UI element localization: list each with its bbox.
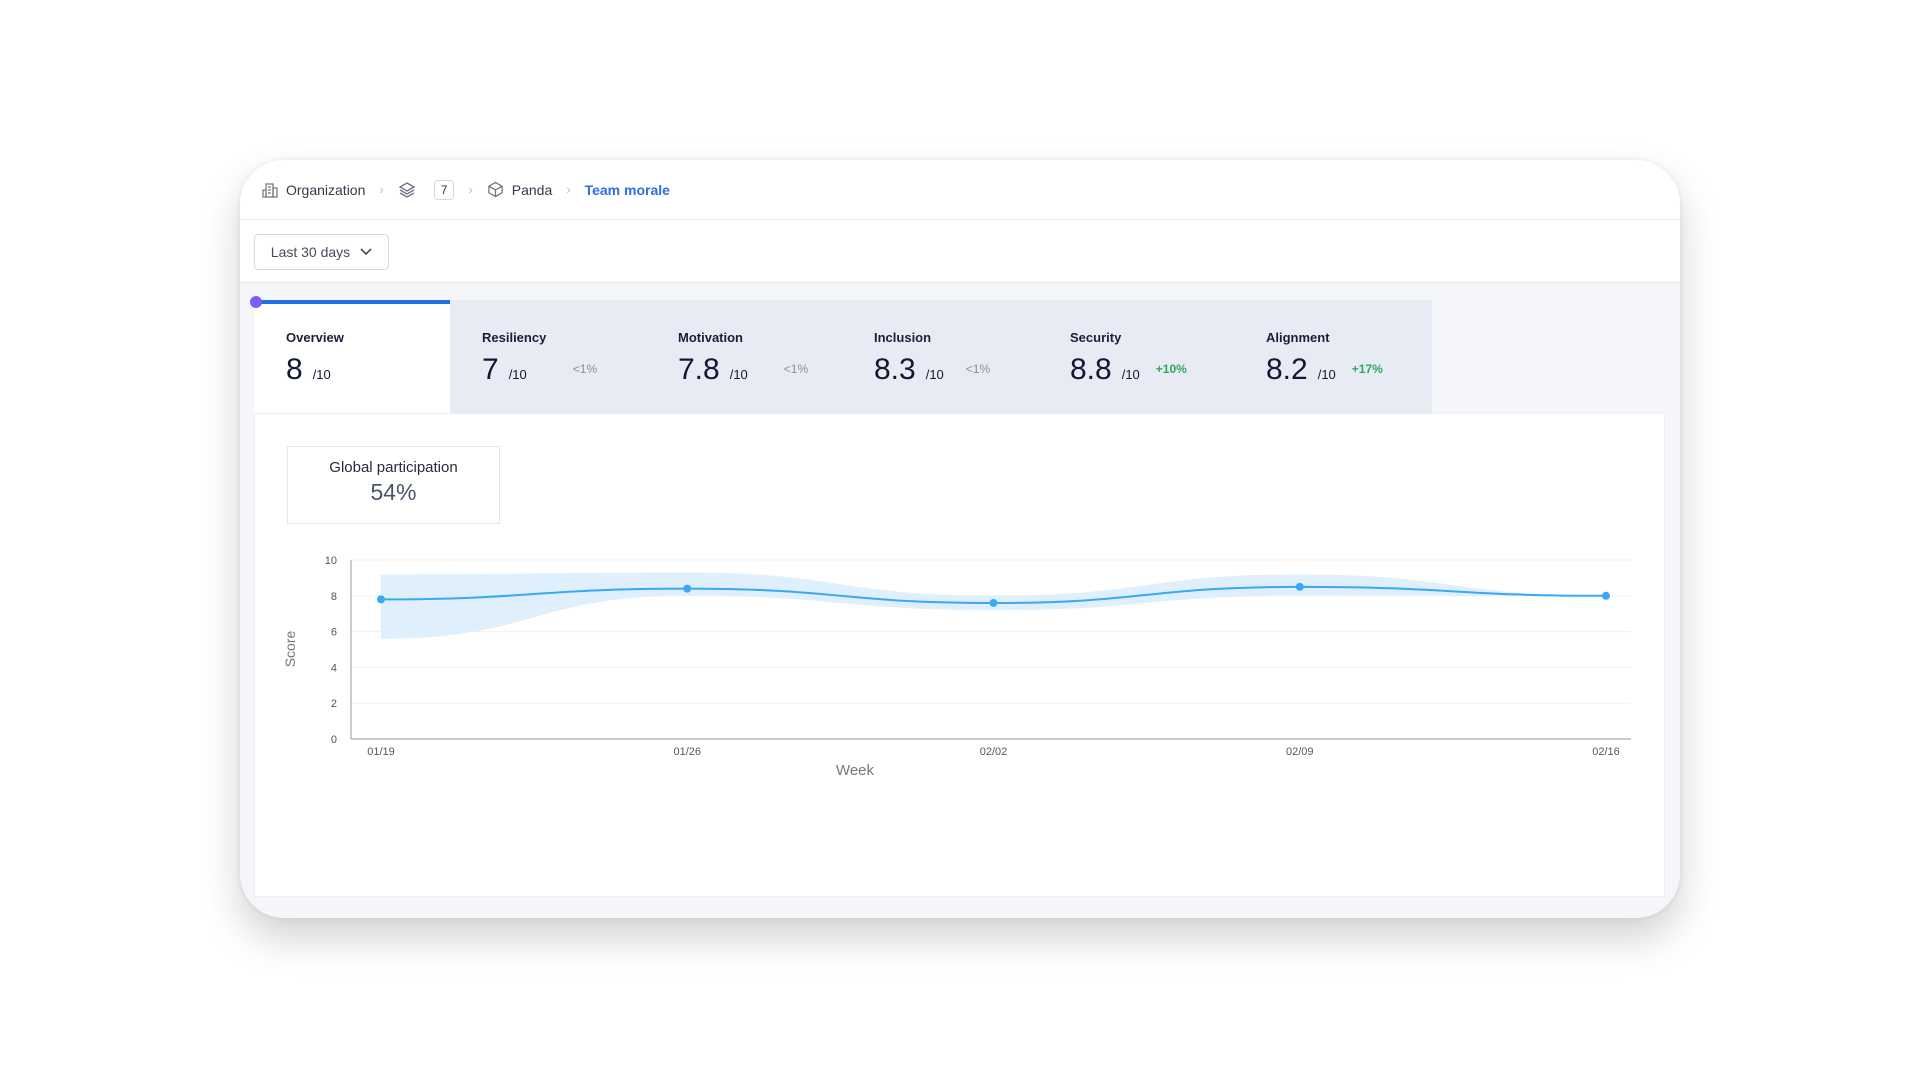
- y-tick-label: 4: [331, 662, 337, 674]
- breadcrumb-project[interactable]: Panda: [487, 181, 552, 198]
- tab-resiliency[interactable]: Resiliency 7/10 <1%: [450, 300, 646, 413]
- filter-bar: Last 30 days: [240, 220, 1680, 283]
- data-point[interactable]: [683, 584, 692, 593]
- breadcrumb-organization-label: Organization: [286, 181, 366, 198]
- tab-score: 8.8: [1070, 353, 1112, 386]
- tab-motivation[interactable]: Motivation 7.8/10 <1%: [646, 300, 842, 413]
- tab-denominator: /10: [729, 367, 748, 382]
- y-tick-label: 0: [331, 734, 337, 746]
- y-tick-label: 2: [331, 698, 337, 710]
- chevron-down-icon: [360, 248, 372, 256]
- tab-score: 8: [286, 353, 303, 386]
- y-tick-label: 6: [331, 627, 337, 639]
- participation-label: Global participation: [329, 459, 458, 476]
- breadcrumb-layers[interactable]: 7: [398, 179, 455, 200]
- tab-change: +10%: [1155, 362, 1187, 376]
- tab-label: Security: [1070, 330, 1122, 345]
- dashboard-window: Organization › 7 › Panda › Team morale L…: [240, 160, 1680, 918]
- x-tick-label: 01/26: [673, 746, 701, 758]
- tab-label: Motivation: [678, 330, 743, 345]
- tab-score: 8.3: [874, 353, 916, 386]
- overview-panel: Global participation 54% 0 2 4 6 8 10 01/19 01/…: [254, 413, 1665, 897]
- chevron-right-icon: ›: [566, 182, 571, 197]
- tab-denominator: /10: [508, 367, 527, 382]
- tab-score: 8.2: [1266, 353, 1308, 386]
- x-tick-label: 02/09: [1286, 746, 1314, 758]
- data-point[interactable]: [377, 595, 385, 604]
- participation-card: Global participation 54%: [287, 446, 500, 524]
- breadcrumb-current[interactable]: Team morale: [584, 181, 670, 198]
- x-tick-label: 01/19: [367, 746, 395, 758]
- tab-score: 7: [482, 353, 499, 386]
- cube-icon: [488, 181, 503, 198]
- tab-label: Alignment: [1266, 330, 1330, 345]
- tab-denominator: /10: [925, 367, 944, 382]
- layers-icon: [398, 181, 416, 198]
- x-axis-label: Week: [836, 762, 875, 779]
- y-tick-label: 8: [331, 591, 337, 603]
- layers-count-badge: 7: [433, 179, 455, 200]
- data-point[interactable]: [989, 598, 998, 607]
- tab-denominator: /10: [1121, 367, 1140, 382]
- tab-change: <1%: [783, 362, 809, 376]
- tab-change: <1%: [965, 362, 991, 376]
- tab-change: <1%: [572, 362, 598, 376]
- period-dropdown[interactable]: Last 30 days: [254, 234, 389, 270]
- tab-overview[interactable]: Overview 8/10: [250, 296, 450, 413]
- building-icon: [262, 182, 278, 198]
- chevron-right-icon: ›: [468, 182, 473, 197]
- tab-security[interactable]: Security 8.8/10 +10%: [1038, 300, 1234, 413]
- tab-label: Resiliency: [482, 330, 547, 345]
- y-axis-label: Score: [282, 631, 298, 668]
- tab-score: 7.8: [678, 353, 720, 386]
- x-tick-label: 02/16: [1592, 746, 1620, 758]
- tab-denominator: /10: [1317, 367, 1336, 382]
- tab-inclusion[interactable]: Inclusion 8.3/10 <1%: [842, 300, 1038, 413]
- breadcrumb-organization[interactable]: Organization: [262, 182, 365, 198]
- active-indicator-dot: [250, 296, 262, 308]
- data-point[interactable]: [1295, 582, 1304, 591]
- chevron-right-icon: ›: [379, 182, 384, 197]
- participation-value: 54%: [370, 479, 417, 505]
- x-tick-label: 02/02: [980, 746, 1008, 758]
- score-chart: 0 2 4 6 8 10 01/19 01/26 02/02 02/09 02/16 Score W…: [282, 555, 1631, 779]
- breadcrumb: Organization › 7 › Panda › Team morale: [240, 160, 1680, 220]
- tab-change: +17%: [1351, 362, 1383, 376]
- y-tick-label: 10: [325, 555, 337, 567]
- metric-tabs: Overview 8/10 Resiliency 7/10 <1% Motivat…: [250, 296, 1432, 413]
- tab-denominator: /10: [312, 367, 331, 382]
- breadcrumb-project-label: Panda: [511, 181, 553, 198]
- period-dropdown-label: Last 30 days: [270, 244, 351, 260]
- data-point[interactable]: [1602, 591, 1610, 600]
- tab-label: Overview: [286, 330, 344, 345]
- tab-label: Inclusion: [874, 330, 932, 345]
- tab-alignment[interactable]: Alignment 8.2/10 +17%: [1234, 300, 1430, 413]
